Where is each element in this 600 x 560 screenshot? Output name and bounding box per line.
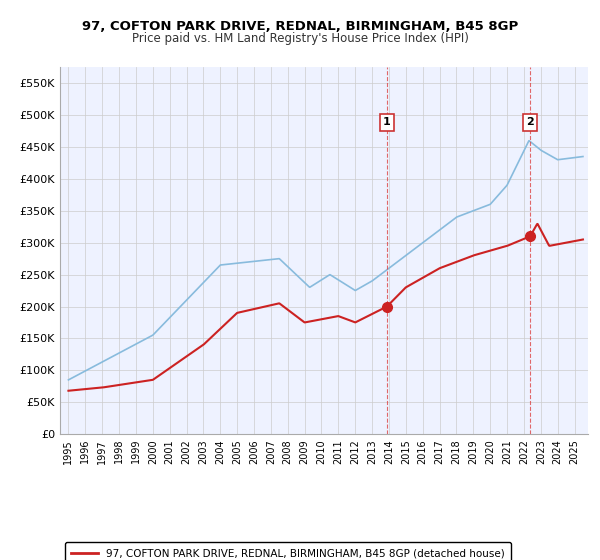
Legend: 97, COFTON PARK DRIVE, REDNAL, BIRMINGHAM, B45 8GP (detached house), HPI: Averag: 97, COFTON PARK DRIVE, REDNAL, BIRMINGHA…	[65, 542, 511, 560]
Text: 2: 2	[526, 117, 534, 127]
Text: 97, COFTON PARK DRIVE, REDNAL, BIRMINGHAM, B45 8GP: 97, COFTON PARK DRIVE, REDNAL, BIRMINGHA…	[82, 20, 518, 32]
Text: Price paid vs. HM Land Registry's House Price Index (HPI): Price paid vs. HM Land Registry's House …	[131, 32, 469, 45]
Text: 1: 1	[383, 117, 391, 127]
